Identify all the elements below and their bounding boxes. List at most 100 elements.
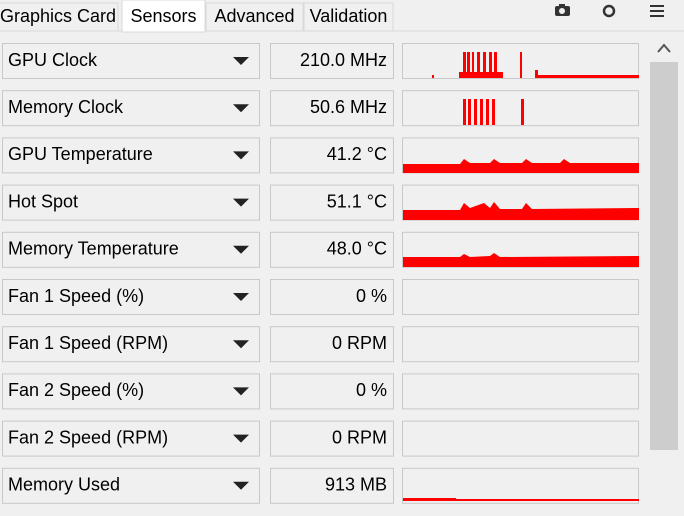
sensor-row: Fan 1 Speed (RPM) 0 RPM [2,326,639,363]
tab[interactable] [121,0,206,33]
sensor-value-box [270,137,394,174]
sensor-value: 913 MB [325,475,387,495]
dropdown-arrow[interactable] [233,293,249,301]
sensor-name-box[interactable] [2,326,260,363]
graph-spike [472,52,474,78]
graph-spike [467,52,470,78]
camera-icon[interactable] [555,4,570,16]
dropdown-arrow[interactable] [233,340,249,349]
sensor-name-box[interactable] [2,467,260,504]
tab-label: Validation [310,6,388,26]
graph-spike [477,52,480,78]
graph-spike [468,99,471,125]
scroll-up[interactable] [657,43,671,53]
sensor-graph-box [402,373,639,410]
sensor-name: GPU Temperature [8,144,153,164]
dropdown-arrow[interactable] [233,198,249,207]
graph-line [403,498,456,501]
dropdown-arrow[interactable] [233,434,249,443]
tab[interactable] [205,2,304,32]
refresh-icon[interactable] [602,4,616,18]
sensor-value-box [270,373,394,410]
sensor-value: 50.6 MHz [310,97,387,117]
graph-spike [494,52,497,78]
sensor-row: Hot Spot 51.1 °C [2,184,639,221]
sensor-name-box[interactable] [2,279,260,315]
sensor-row: Memory Clock 50.6 MHz [2,90,639,127]
sensor-value-box [270,420,394,457]
graph-area [403,202,639,220]
sensor-value-box [270,326,394,363]
sensor-name-box[interactable] [2,184,260,221]
sensor-name: Fan 2 Speed (RPM) [8,427,168,447]
dropdown-arrow[interactable] [233,57,249,65]
sensor-name: Memory Temperature [8,239,179,259]
dropdown-arrow[interactable] [233,481,249,490]
tab[interactable] [303,2,394,32]
graph-spike [480,99,483,125]
sensor-value: 48.0 °C [327,239,387,259]
tab-label: Graphics Card [0,6,116,26]
sensor-value-box [270,90,394,127]
sensor-name: Fan 1 Speed (%) [8,286,144,306]
sensor-name-box[interactable] [2,420,260,457]
sensor-value: 51.1 °C [327,191,387,211]
graph-spike [474,99,477,125]
graph-area [403,253,639,267]
sensor-name-box[interactable] [2,373,260,410]
sensor-name: Fan 1 Speed (RPM) [8,333,168,353]
sensor-value-box [270,184,394,221]
sensor-value: 41.2 °C [327,144,387,164]
graph-line [537,75,639,78]
sensor-name: Fan 2 Speed (%) [8,380,144,400]
sensor-graph-box [402,279,639,315]
sensor-graph-box [402,420,639,457]
sensor-name: GPU Clock [8,50,98,70]
sensor-row: Fan 2 Speed (RPM) 0 RPM [2,420,639,457]
graph-dot [535,70,538,78]
sensor-row: GPU Temperature 41.2 °C [2,137,639,174]
sensor-name-box[interactable] [2,231,260,268]
dropdown-arrow[interactable] [233,151,249,160]
sensor-value: 0 % [356,286,387,306]
graph-spike [483,52,486,78]
sensor-graph-box [402,90,639,127]
graph-area [403,159,639,173]
sensor-name-box[interactable] [2,137,260,174]
sensor-value: 0 RPM [332,333,387,353]
graph-spike [520,52,522,78]
dropdown-arrow[interactable] [233,104,249,113]
scrollbar-thumb[interactable] [650,62,678,450]
graph-spike [489,52,492,78]
graph-dot [432,75,434,78]
sensor-name: Memory Used [8,475,120,495]
tab-label: Advanced [214,6,294,26]
sensor-row: GPU Clock 210.0 MHz [2,43,639,79]
sensor-row: Memory Used 913 MB [2,467,639,504]
sensor-value: 0 % [356,380,387,400]
sensor-name-box[interactable] [2,43,260,79]
menu-icon[interactable] [650,5,664,17]
graph-spike [463,52,466,78]
graph-spike [463,99,466,125]
sensor-name: Hot Spot [8,191,78,211]
graph-line [456,499,639,501]
sensor-graph-box [402,326,639,363]
sensor-graph-box [402,467,639,504]
tab[interactable] [0,2,119,32]
sensor-name: Memory Clock [8,97,124,117]
graph-spike [486,99,489,125]
graph-line [459,72,503,78]
sensor-row: Memory Temperature 48.0 °C [2,231,639,268]
sensor-value-box [270,231,394,268]
graph-spike [521,99,524,125]
dropdown-arrow[interactable] [233,245,249,254]
sensor-value-box [270,279,394,315]
sensor-value: 210.0 MHz [300,50,387,70]
graph-spike [492,99,495,125]
tab-label: Sensors [130,6,196,26]
dropdown-arrow[interactable] [233,387,249,396]
sensor-name-box[interactable] [2,90,260,127]
sensor-row: Fan 1 Speed (%) 0 % [2,279,639,315]
